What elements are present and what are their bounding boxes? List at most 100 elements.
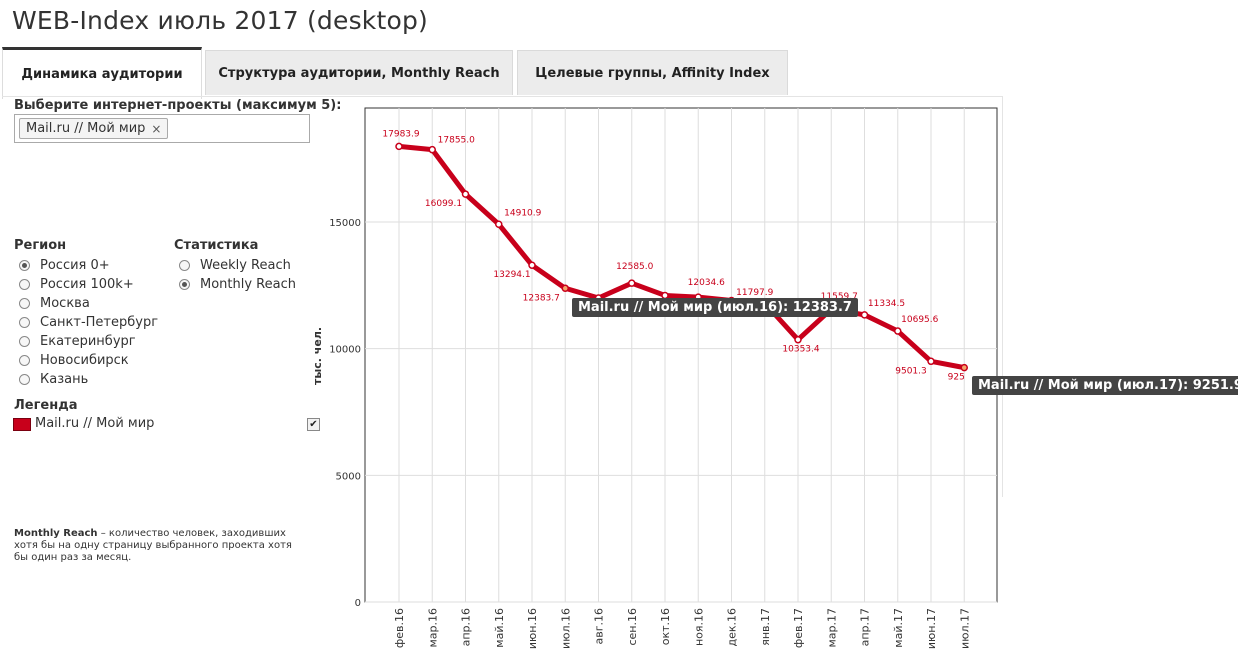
radio-region-nsk[interactable]: Новосибирск <box>19 351 129 369</box>
radio-weekly-reach[interactable]: Weekly Reach <box>179 256 291 274</box>
x-tick-label: июл.17 <box>958 608 971 649</box>
series-line <box>396 143 967 371</box>
data-point <box>461 190 470 198</box>
data-label: 17855.0 <box>438 136 475 146</box>
legend-checkbox[interactable]: ✔ <box>307 418 320 431</box>
data-point <box>860 311 869 319</box>
radio-icon <box>19 316 30 328</box>
x-tick-label: июн.16 <box>526 608 539 649</box>
x-tick-label: фев.16 <box>393 608 406 648</box>
note-text: – количество человек, заходивших хотя бы… <box>14 528 292 563</box>
data-point <box>561 284 569 293</box>
radio-checked-icon <box>179 278 190 290</box>
radio-icon <box>179 259 190 271</box>
radio-label: Monthly Reach <box>200 276 296 292</box>
data-label: 10353.4 <box>782 345 819 355</box>
radio-icon <box>19 373 30 385</box>
data-label: 11559.7 <box>821 292 858 302</box>
data-label: 12585.0 <box>616 262 653 272</box>
x-tick-label: апр.17 <box>859 608 872 646</box>
radio-region-kazan[interactable]: Казань <box>19 370 88 388</box>
radio-region-ekb[interactable]: Екатеринбург <box>19 332 136 350</box>
data-point <box>528 261 536 269</box>
chart-tooltip-jul16: Mail.ru // Мой мир (июл.16): 12383.7 <box>572 298 858 317</box>
x-tick-label: фев.17 <box>792 608 805 648</box>
radio-label: Новосибирск <box>40 352 129 368</box>
tab-audience-dynamics[interactable]: Динамика аудитории <box>2 47 202 99</box>
radio-label: Россия 0+ <box>40 257 110 273</box>
region-title: Регион <box>14 238 67 253</box>
radio-icon <box>19 297 30 309</box>
x-tick-label: май.17 <box>892 608 905 648</box>
data-label: 14910.9 <box>504 208 541 218</box>
statistics-title: Статистика <box>174 238 259 253</box>
radio-monthly-reach[interactable]: Monthly Reach <box>179 275 296 293</box>
data-point <box>395 142 403 151</box>
x-tick-label: окт.16 <box>659 608 672 645</box>
radio-region-spb[interactable]: Санкт-Петербург <box>19 313 158 331</box>
radio-region-russia-100k[interactable]: Россия 100k+ <box>19 275 134 293</box>
x-tick-label: июл.16 <box>559 608 572 649</box>
data-point <box>794 335 802 344</box>
radio-label: Екатеринбург <box>40 333 136 349</box>
radio-icon <box>19 278 30 290</box>
note-term: Monthly Reach <box>14 528 98 539</box>
chart-tooltip-jul17: Mail.ru // Мой мир (июл.17): 9251.9 <box>972 376 1238 395</box>
radio-region-russia-0[interactable]: Россия 0+ <box>19 256 110 274</box>
content-panel <box>2 96 1003 497</box>
page-title: WEB-Index июль 2017 (desktop) <box>12 6 429 35</box>
y-tick-label: 10000 <box>329 345 361 356</box>
data-point <box>927 357 935 366</box>
project-select-input[interactable]: Mail.ru // Мой мир × <box>14 114 310 143</box>
y-tick-label: 0 <box>355 598 361 609</box>
monthly-reach-note: Monthly Reach – количество человек, захо… <box>14 528 294 564</box>
x-tick-label: дек.16 <box>726 608 739 647</box>
tab-target-groups[interactable]: Целевые группы, Affinity Index <box>517 50 788 95</box>
data-label: 11797.9 <box>736 288 773 298</box>
radio-icon <box>19 335 30 347</box>
line-chart: 0 5000 10000 15000 тыс. чел. фев.16 мар.16 апр.… <box>311 107 998 649</box>
radio-label: Москва <box>40 295 90 311</box>
legend-title: Легенда <box>14 398 78 413</box>
data-label: 13294.1 <box>493 270 530 280</box>
data-label: 16099.1 <box>425 199 462 209</box>
radio-label: Россия 100k+ <box>40 276 134 292</box>
data-label: 10695.6 <box>901 315 938 325</box>
x-tick-label: авг.16 <box>593 608 606 645</box>
data-point <box>428 145 436 154</box>
radio-icon <box>19 354 30 366</box>
radio-checked-icon <box>19 259 30 271</box>
data-point <box>894 327 902 335</box>
data-label: 12034.6 <box>688 278 725 288</box>
x-tick-label: мар.17 <box>825 608 838 648</box>
radio-label: Казань <box>40 371 89 387</box>
project-chip-label: Mail.ru // Мой мир <box>26 121 146 136</box>
radio-label: Санкт-Петербург <box>40 314 159 330</box>
x-tick-label: апр.16 <box>460 608 473 646</box>
data-label: 9501.3 <box>895 366 927 376</box>
data-label: 12383.7 <box>523 293 560 303</box>
data-point <box>628 279 636 287</box>
x-tick-label: май.16 <box>493 608 506 648</box>
data-label: 17983.9 <box>382 129 419 139</box>
tab-bar: Динамика аудитории Структура аудитории, … <box>2 47 1002 99</box>
tab-audience-structure[interactable]: Структура аудитории, Monthly Reach <box>205 50 513 95</box>
data-point <box>960 363 968 372</box>
x-tick-label: ноя.16 <box>692 608 705 646</box>
project-select-label: Выберите интернет-проекты (максимум 5): <box>14 98 342 113</box>
x-tick-label: июн.17 <box>925 608 938 649</box>
radio-region-moscow[interactable]: Москва <box>19 294 90 312</box>
y-tick-label: 15000 <box>329 218 361 229</box>
x-tick-label: янв.17 <box>759 608 772 646</box>
x-tick-label: мар.16 <box>426 608 439 648</box>
data-label: 11334.5 <box>868 299 905 309</box>
x-tick-label: сен.16 <box>626 608 639 646</box>
y-axis-label: тыс. чел. <box>311 327 324 385</box>
data-label: 925 <box>948 373 965 383</box>
close-icon[interactable]: × <box>151 121 162 136</box>
radio-label: Weekly Reach <box>200 257 291 273</box>
data-point <box>495 220 503 229</box>
legend-item-label: Mail.ru // Мой мир <box>35 416 155 431</box>
y-tick-label: 5000 <box>336 471 361 482</box>
project-chip: Mail.ru // Мой мир × <box>19 118 169 139</box>
